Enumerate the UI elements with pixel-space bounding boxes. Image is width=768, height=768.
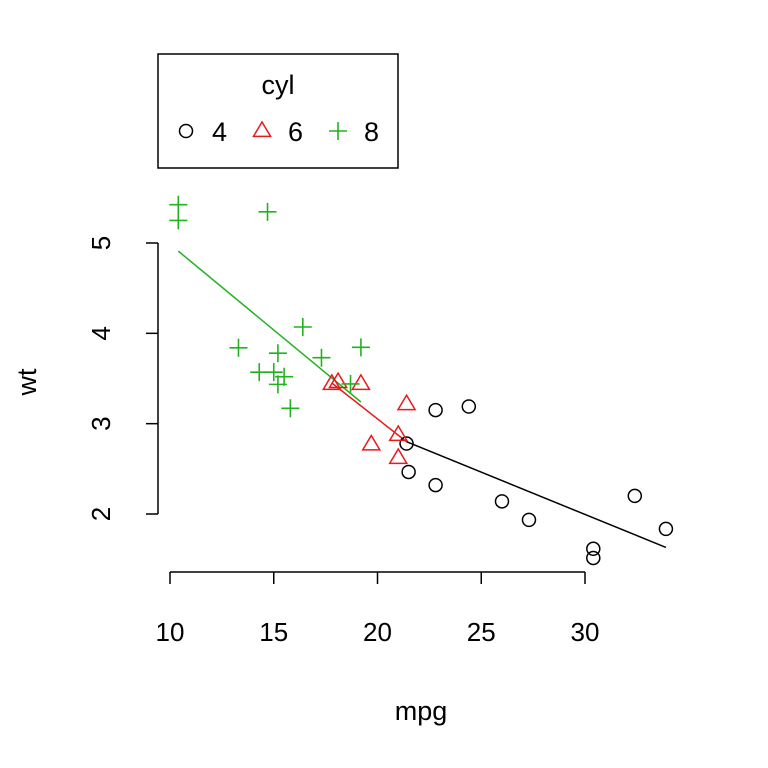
y-tick-label: 4 [86,326,116,340]
point-circle [521,512,537,528]
x-tick-label: 15 [259,617,288,647]
y-tick-label: 3 [86,416,116,430]
point-plus [351,338,370,357]
point-circle [428,402,443,418]
legend-label-4: 4 [212,117,227,147]
legend-label-6: 6 [288,117,303,147]
point-triangle [396,393,417,411]
point-circle [401,464,416,480]
fit-line-6 [331,382,408,443]
point-triangle [328,371,348,389]
point-circle [586,550,601,566]
point-triangle [388,424,409,442]
point-circle [178,123,194,139]
legend-box [157,53,399,169]
data-points [169,195,674,566]
fit-line-4 [406,441,667,549]
x-axis-label: mpg [395,696,448,726]
point-plus [258,202,277,221]
y-tick-label: 5 [86,236,116,250]
point-circle [658,521,674,537]
point-circle [586,541,601,557]
point-triangle [351,373,371,391]
point-plus [281,399,300,418]
point-circle [494,494,510,509]
point-plus [293,318,312,337]
point-triangle [361,433,382,451]
point-plus [264,363,283,382]
point-plus [169,211,188,230]
point-triangle [321,373,342,391]
point-plus [268,375,287,394]
y-axis-label: wt [12,368,42,396]
x-tick-label: 25 [467,617,496,647]
point-plus [229,338,248,357]
legend-title: cyl [262,70,295,100]
x-tick-label: 30 [571,617,600,647]
point-circle [428,477,443,493]
regression-lines [177,250,667,549]
point-circle [461,399,477,414]
point-circle [627,488,643,504]
axes: 10 15 20 25 30 2 3 4 5 [86,236,599,647]
point-plus [169,195,188,214]
point-circle [399,436,414,451]
x-tick-label: 20 [363,617,392,647]
point-triangle [388,447,409,465]
point-plus [329,122,347,140]
point-triangle [252,120,272,138]
x-tick-label: 10 [156,617,185,647]
legend-items: 4 6 8 [178,117,379,147]
point-plus [268,344,287,363]
legend-label-8: 8 [364,117,379,147]
y-tick-label: 2 [86,507,116,521]
point-plus [312,348,331,367]
point-plus [341,374,360,393]
legend: cyl 4 6 8 [157,53,399,169]
